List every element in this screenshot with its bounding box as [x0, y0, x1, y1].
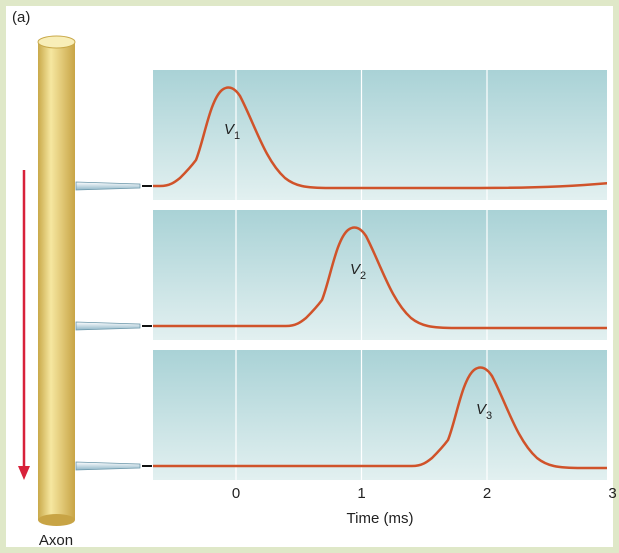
x-tick-label: 3 — [608, 485, 616, 502]
axon — [38, 42, 75, 520]
voltage-trace — [153, 226, 607, 330]
trace-panel: V2 — [75, 210, 614, 340]
axon-label: Axon — [39, 532, 73, 549]
trace-clip — [153, 226, 607, 330]
panel-background — [153, 350, 607, 480]
trace-clip — [153, 86, 607, 190]
trace-subscript: 2 — [360, 270, 366, 282]
voltage-trace — [153, 366, 607, 470]
electrode — [75, 181, 141, 191]
trace-subscript: 3 — [486, 410, 492, 422]
figure-label: (a) — [12, 9, 30, 26]
x-tick-label: 1 — [357, 485, 365, 502]
arrow-head — [18, 466, 30, 480]
x-axis-title: Time (ms) — [347, 510, 414, 527]
electrode — [75, 461, 141, 471]
trace-clip — [153, 366, 607, 470]
x-tick-label: 2 — [483, 485, 491, 502]
trace-subscript: 1 — [234, 130, 240, 142]
panel-background — [153, 70, 607, 200]
panel-background — [153, 210, 607, 340]
axon-bottom — [38, 514, 75, 526]
trace-panel: V1 — [75, 70, 614, 200]
electrode — [75, 321, 141, 331]
axon-top — [37, 35, 76, 49]
trace-panel: V3 — [75, 350, 614, 480]
voltage-trace — [153, 86, 607, 190]
x-tick-label: 0 — [232, 485, 240, 502]
